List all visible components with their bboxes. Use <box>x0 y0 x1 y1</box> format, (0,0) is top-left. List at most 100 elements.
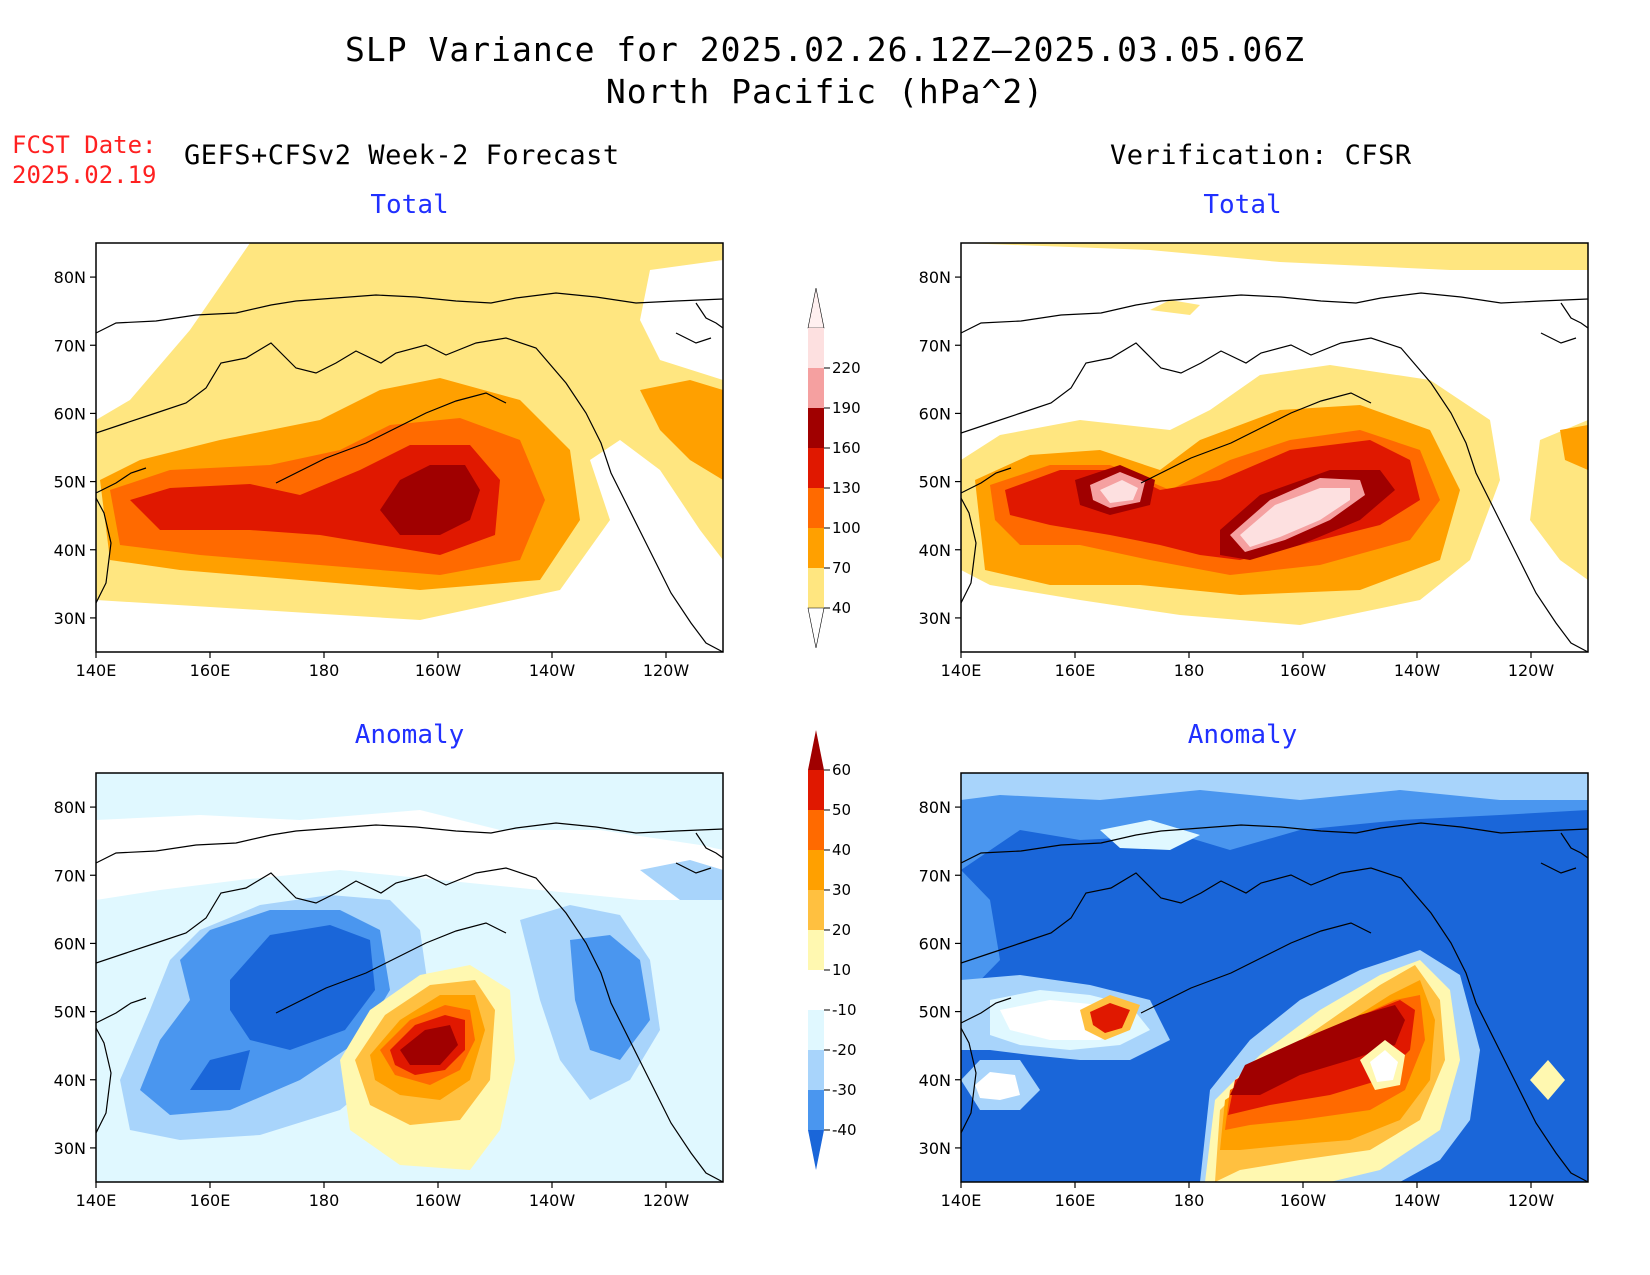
lat-tick-label: 70N <box>54 336 86 355</box>
lat-tick-label: 50N <box>54 1003 86 1022</box>
lat-tick-label: 70N <box>919 866 951 885</box>
forecast-header: GEFS+CFSv2 Week-2 Forecast <box>184 140 620 171</box>
lon-tick-label: 140W <box>1394 1191 1441 1210</box>
colorbar-anomaly-label: 10 <box>832 961 851 979</box>
colorbar-anomaly-label: -10 <box>832 1001 857 1019</box>
colorbar-anomaly-band <box>808 850 824 890</box>
lon-tick-label: 140E <box>941 661 982 680</box>
lon-tick-label: 140W <box>1394 661 1441 680</box>
verification-anomaly-map <box>961 773 1588 1182</box>
lat-tick-label: 80N <box>54 268 86 287</box>
main-title: SLP Variance for 2025.02.26.12Z–2025.03.… <box>345 30 1305 69</box>
lat-tick-label: 80N <box>54 798 86 817</box>
colorbar-anomaly-bottom-arrow <box>808 1130 824 1170</box>
colorbar-total-band <box>808 328 824 368</box>
colorbar-total-band <box>808 368 824 408</box>
lat-tick-label: 30N <box>54 1139 86 1158</box>
lat-tick-label: 70N <box>54 866 86 885</box>
lon-tick-label: 160E <box>1055 1191 1096 1210</box>
colorbar-total-label: 100 <box>832 519 861 537</box>
lon-tick-label: 120W <box>1508 1191 1555 1210</box>
lat-tick-label: 40N <box>54 541 86 560</box>
lat-tick-label: 80N <box>919 798 951 817</box>
lat-tick-label: 70N <box>919 336 951 355</box>
colorbar-total-label: 220 <box>832 359 861 377</box>
colorbar-anomaly-band <box>808 770 824 810</box>
colorbar-anomaly: -40 -30 -20 -10 10 20 30 40 50 60 <box>808 730 857 1170</box>
colorbar-anomaly-label: 20 <box>832 921 851 939</box>
lon-tick-label: 160W <box>1280 1191 1327 1210</box>
colorbar-total-label: 160 <box>832 439 861 457</box>
lon-tick-label: 140E <box>76 1191 117 1210</box>
lat-tick-label: 60N <box>919 404 951 423</box>
lon-tick-label: 120W <box>643 661 690 680</box>
fcst-date-value: 2025.02.19 <box>12 161 157 189</box>
lon-tick-label: 180 <box>309 661 340 680</box>
lon-tick-label: 180 <box>309 1191 340 1210</box>
lat-tick-label: 30N <box>919 609 951 628</box>
colorbar-anomaly-label: 50 <box>832 801 851 819</box>
colorbar-anomaly-top-arrow <box>808 730 824 770</box>
colorbar-total-top-cap <box>807 287 825 329</box>
colorbar-total: 40 70 100 130 160 190 220 <box>807 287 861 649</box>
colorbar-anomaly-band <box>808 1010 824 1050</box>
lon-tick-label: 140E <box>941 1191 982 1210</box>
lat-tick-label: 60N <box>54 934 86 953</box>
colorbar-total-band <box>808 448 824 488</box>
verification-header: Verification: CFSR <box>1110 140 1412 171</box>
colorbar-anomaly-label: -40 <box>832 1121 857 1139</box>
colorbar-anomaly-band <box>808 1090 824 1130</box>
lon-tick-label: 180 <box>1174 1191 1205 1210</box>
lat-tick-label: 60N <box>54 404 86 423</box>
colorbar-anomaly-label: 30 <box>832 881 851 899</box>
lon-tick-label: 140W <box>529 661 576 680</box>
forecast-anomaly-frame <box>95 772 724 1183</box>
lon-tick-label: 120W <box>1508 661 1555 680</box>
colorbar-total-band <box>808 488 824 528</box>
lat-tick-label: 40N <box>54 1071 86 1090</box>
lat-tick-label: 60N <box>919 934 951 953</box>
forecast-anomaly-map <box>96 773 723 1182</box>
lat-tick-label: 50N <box>54 473 86 492</box>
colorbar-anomaly-band <box>808 890 824 930</box>
lat-tick-label: 40N <box>919 541 951 560</box>
forecast-anomaly-subtitle: Anomaly <box>354 720 465 750</box>
colorbar-total-band <box>808 568 824 608</box>
colorbar-total-label: 40 <box>832 599 851 617</box>
colorbar-total-band <box>808 528 824 568</box>
fcst-date-label: FCST Date: <box>12 131 157 159</box>
colorbar-anomaly-label: 60 <box>832 761 851 779</box>
forecast-total-frame <box>95 242 724 653</box>
main-subtitle: North Pacific (hPa^2) <box>605 72 1045 111</box>
colorbar-anomaly-band <box>808 810 824 850</box>
colorbar-anomaly-label: -20 <box>832 1041 857 1059</box>
lon-tick-label: 160E <box>1055 661 1096 680</box>
colorbar-total-label: 130 <box>832 479 861 497</box>
colorbar-anomaly-label: 40 <box>832 841 851 859</box>
colorbar-total-label: 190 <box>832 399 861 417</box>
verification-total-frame <box>960 242 1589 653</box>
verification-anomaly-subtitle: Anomaly <box>1187 720 1298 750</box>
lat-tick-label: 80N <box>919 268 951 287</box>
verification-total-map <box>961 243 1588 652</box>
colorbar-anomaly-band <box>808 930 824 970</box>
lon-tick-label: 160W <box>1280 661 1327 680</box>
lat-tick-label: 50N <box>919 473 951 492</box>
lat-tick-label: 50N <box>919 1003 951 1022</box>
colorbar-anomaly-band <box>808 1050 824 1090</box>
lat-tick-label: 30N <box>54 609 86 628</box>
forecast-total-subtitle: Total <box>370 190 449 220</box>
verification-anomaly-frame <box>960 772 1589 1183</box>
lon-tick-label: 160W <box>415 1191 462 1210</box>
colorbar-total-band <box>808 408 824 448</box>
lat-tick-label: 40N <box>919 1071 951 1090</box>
lat-tick-label: 30N <box>919 1139 951 1158</box>
verification-total-subtitle: Total <box>1203 190 1282 220</box>
colorbar-anomaly-label: -30 <box>832 1081 857 1099</box>
lon-tick-label: 140E <box>76 661 117 680</box>
lon-tick-label: 140W <box>529 1191 576 1210</box>
lon-tick-label: 120W <box>643 1191 690 1210</box>
colorbar-total-bottom-cap <box>807 607 825 649</box>
lon-tick-label: 180 <box>1174 661 1205 680</box>
